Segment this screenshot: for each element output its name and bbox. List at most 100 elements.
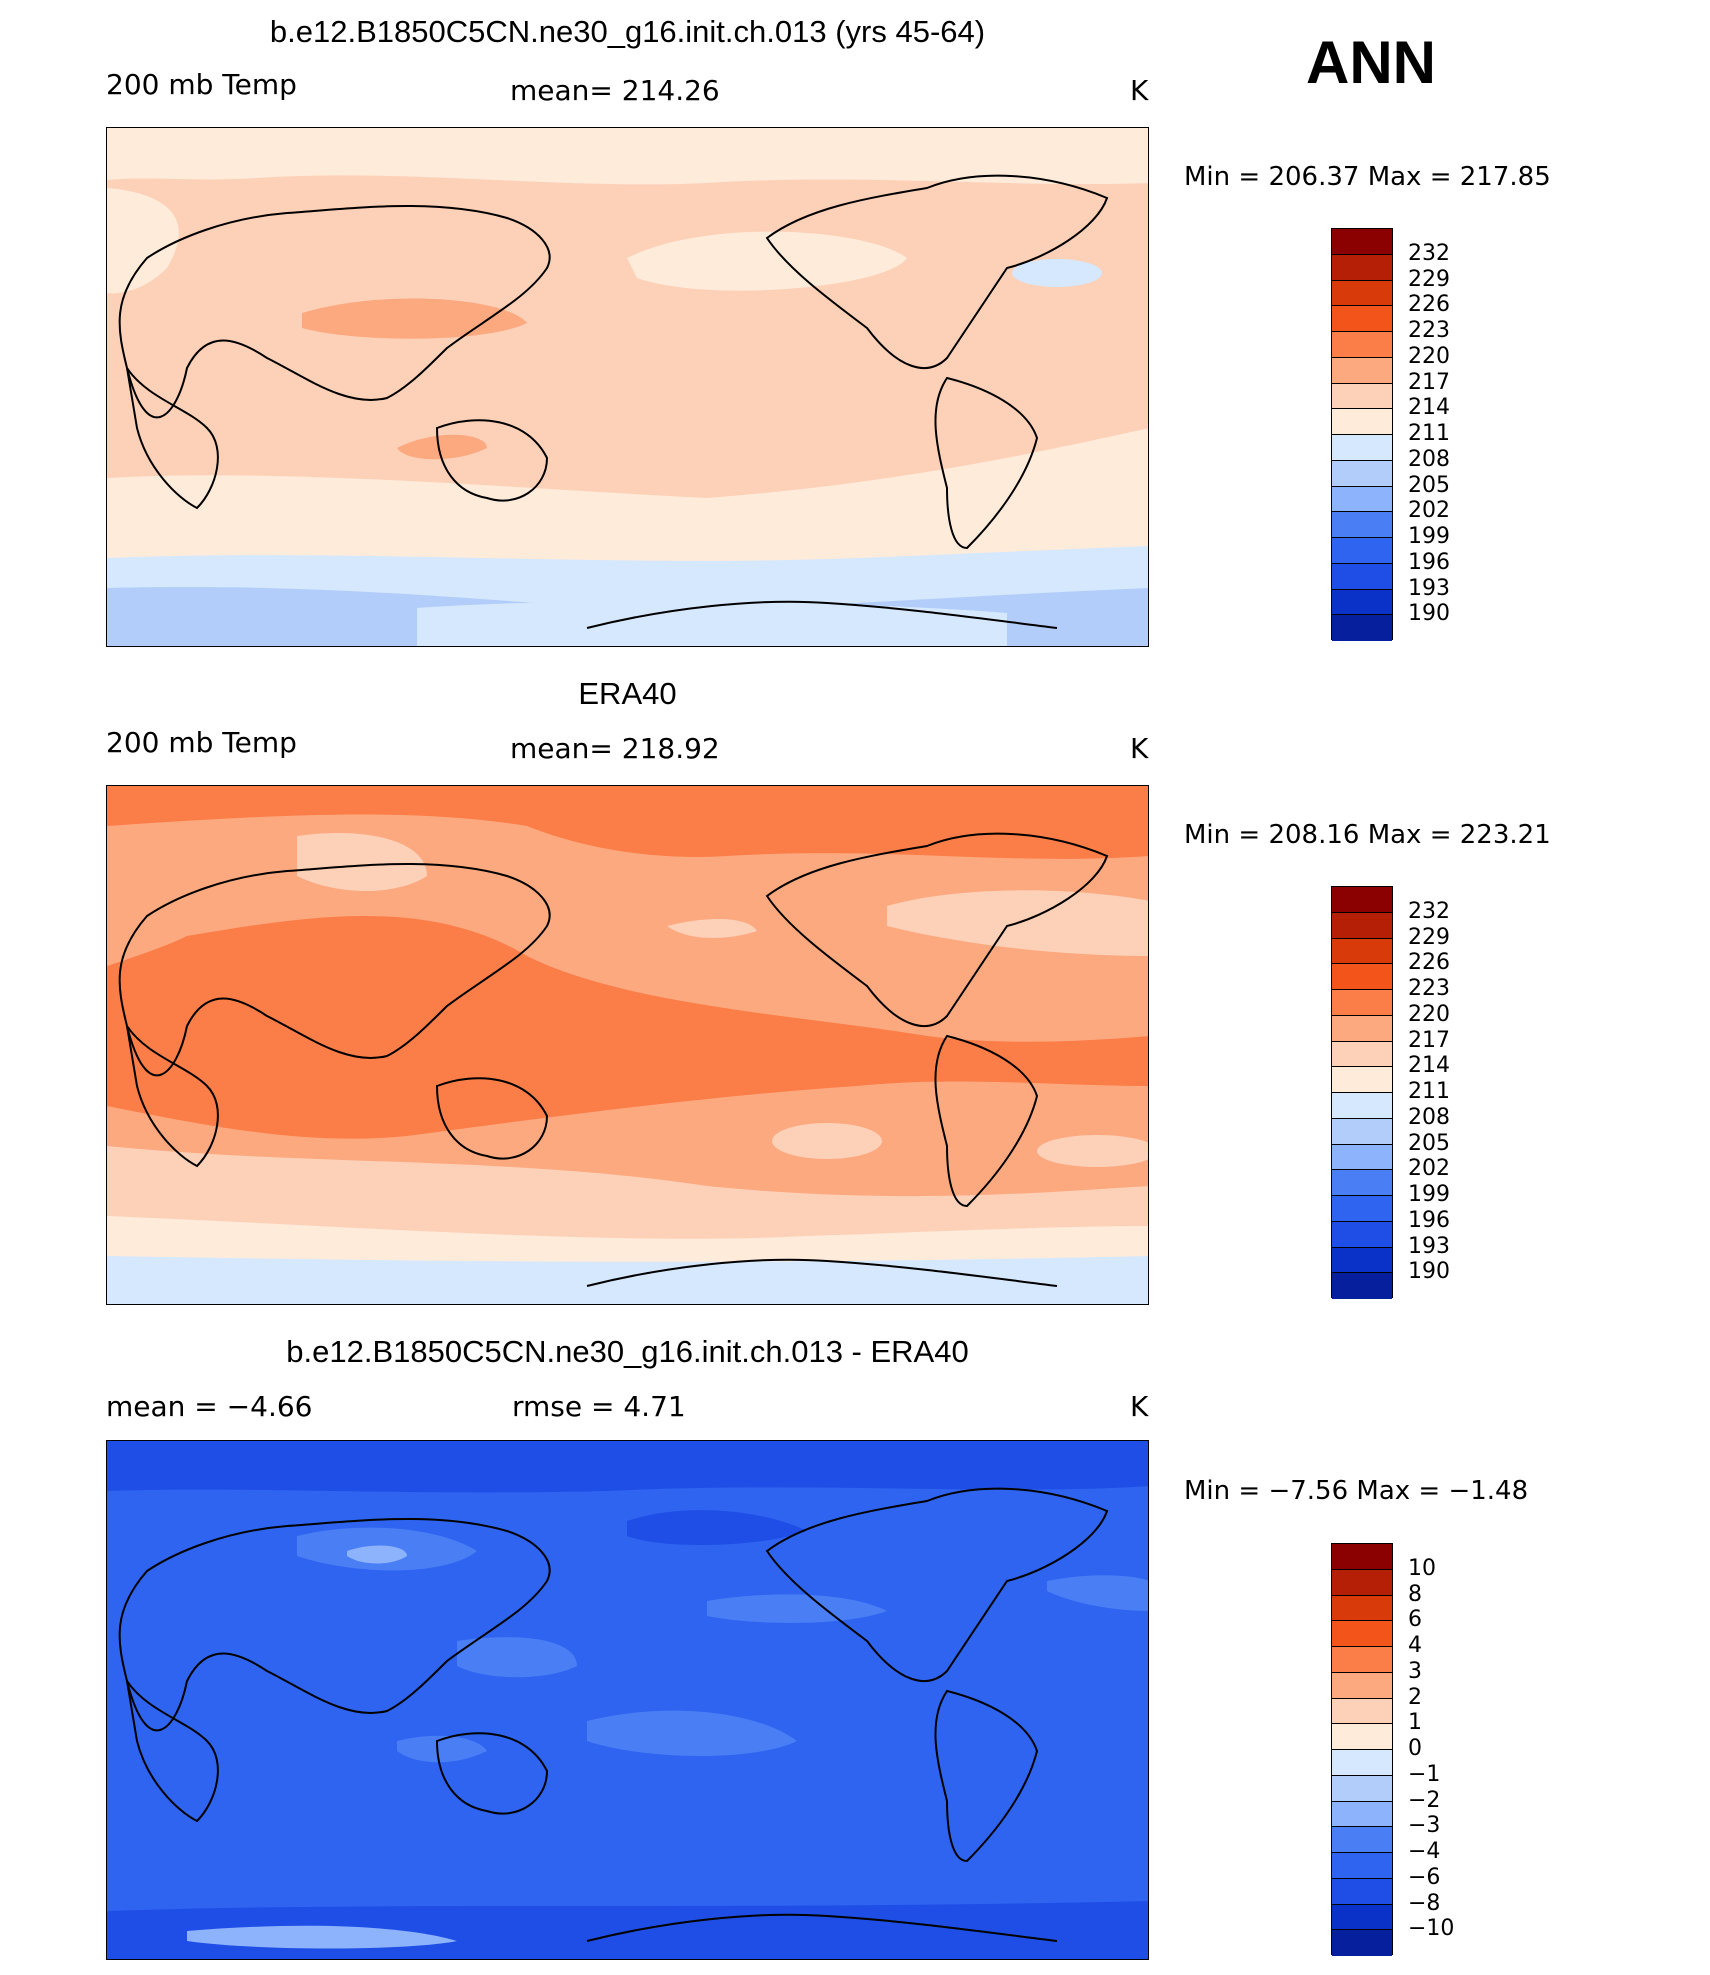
colorbar-level-label: 190	[1408, 601, 1450, 627]
colorbar-swatch	[1332, 615, 1392, 641]
colorbar-swatch	[1332, 964, 1392, 990]
colorbar-swatch	[1332, 1595, 1392, 1622]
colorbar-swatch	[1332, 512, 1392, 538]
colorbar-swatch	[1332, 1724, 1392, 1750]
panel3-mean-label: mean = −4.66	[106, 1390, 313, 1423]
colorbar-swatch	[1332, 1750, 1392, 1776]
panel3-title: b.e12.B1850C5CN.ne30_g16.init.ch.013 - E…	[286, 1334, 969, 1369]
season-label: ANN	[1306, 29, 1436, 96]
colorbar-swatch	[1332, 990, 1392, 1016]
panel3-minmax: Min = −7.56 Max = −1.48	[1184, 1476, 1529, 1506]
colorbar-level-label: 220	[1408, 343, 1450, 369]
colorbar-level-label: 202	[1408, 1156, 1450, 1182]
colorbar-level-label: −4	[1408, 1839, 1441, 1864]
colorbar-level-label: 0	[1408, 1736, 1422, 1761]
panel3-colorbar	[1331, 1543, 1393, 1956]
colorbar-level-label: 1	[1408, 1710, 1422, 1736]
colorbar-level-label: 196	[1408, 549, 1450, 575]
panel2-contour-field	[107, 786, 1148, 1304]
panel2-colorbar	[1331, 886, 1393, 1299]
colorbar-level-label: 8	[1408, 1581, 1422, 1607]
panel3-contour-field	[107, 1441, 1148, 1959]
colorbar-swatch	[1332, 1221, 1392, 1248]
colorbar-level-label: 220	[1408, 1001, 1450, 1027]
panel3-rmse-label: rmse = 4.71	[512, 1390, 686, 1423]
colorbar-level-label: 199	[1408, 524, 1450, 549]
colorbar-level-label: 217	[1408, 369, 1450, 395]
colorbar-level-label: 205	[1408, 1130, 1450, 1156]
colorbar-level-label: 10	[1408, 1555, 1436, 1581]
colorbar-level-label: 232	[1408, 898, 1450, 924]
colorbar-swatch	[1332, 563, 1392, 590]
colorbar-level-label: 190	[1408, 1259, 1450, 1285]
panel2-map	[106, 785, 1149, 1305]
colorbar-level-label: 214	[1408, 395, 1450, 421]
colorbar-level-label: 229	[1408, 266, 1450, 292]
colorbar-level-label: −6	[1408, 1864, 1441, 1890]
panel2-units: K	[1130, 732, 1149, 765]
colorbar-swatch	[1332, 229, 1392, 255]
colorbar-swatch	[1332, 1647, 1392, 1673]
panel1-mean-label: mean= 214.26	[510, 74, 720, 107]
colorbar-swatch	[1332, 1041, 1392, 1068]
colorbar-swatch	[1332, 912, 1392, 939]
colorbar-swatch	[1332, 1067, 1392, 1093]
panel2-mean-label: mean= 218.92	[510, 732, 720, 765]
colorbar-swatch	[1332, 306, 1392, 332]
colorbar-swatch	[1332, 1015, 1392, 1042]
colorbar-level-label: 214	[1408, 1053, 1450, 1079]
colorbar-level-label: 229	[1408, 924, 1450, 950]
colorbar-level-label: 211	[1408, 1079, 1450, 1104]
colorbar-swatch	[1332, 435, 1392, 461]
colorbar-level-label: 6	[1408, 1607, 1422, 1633]
colorbar-swatch	[1332, 938, 1392, 965]
colorbar-swatch	[1332, 280, 1392, 307]
colorbar-level-label: 196	[1408, 1207, 1450, 1233]
colorbar-swatch	[1332, 409, 1392, 435]
panel1-colorbar	[1331, 228, 1393, 641]
colorbar-swatch	[1332, 486, 1392, 513]
colorbar-level-label: −8	[1408, 1890, 1441, 1916]
panel2-title: ERA40	[578, 676, 677, 711]
colorbar-swatch	[1332, 1801, 1392, 1828]
colorbar-swatch	[1332, 460, 1392, 487]
colorbar-level-label: 223	[1408, 976, 1450, 1001]
colorbar-swatch	[1332, 1698, 1392, 1725]
colorbar-swatch	[1332, 887, 1392, 913]
colorbar-level-label: −10	[1408, 1916, 1455, 1942]
colorbar-swatch	[1332, 1904, 1392, 1931]
colorbar-level-label: 3	[1408, 1658, 1422, 1684]
colorbar-swatch	[1332, 1170, 1392, 1196]
panel2-variable-label: 200 mb Temp	[106, 726, 297, 759]
colorbar-swatch	[1332, 357, 1392, 384]
colorbar-swatch	[1332, 1827, 1392, 1853]
panel1-variable-label: 200 mb Temp	[106, 68, 297, 101]
colorbar-level-label: 202	[1408, 498, 1450, 524]
colorbar-swatch	[1332, 538, 1392, 564]
colorbar-level-label: 232	[1408, 240, 1450, 266]
colorbar-swatch	[1332, 1853, 1392, 1879]
panel3-map	[106, 1440, 1149, 1960]
colorbar-swatch	[1332, 1621, 1392, 1647]
colorbar-swatch	[1332, 1144, 1392, 1171]
colorbar-swatch	[1332, 1544, 1392, 1570]
panel1-contour-field	[107, 128, 1148, 646]
colorbar-level-label: 208	[1408, 446, 1450, 472]
colorbar-level-label: 217	[1408, 1027, 1450, 1053]
colorbar-swatch	[1332, 1247, 1392, 1274]
colorbar-swatch	[1332, 254, 1392, 281]
colorbar-level-label: −3	[1408, 1813, 1441, 1839]
panel1-map	[106, 127, 1149, 647]
colorbar-swatch	[1332, 1273, 1392, 1299]
colorbar-swatch	[1332, 1093, 1392, 1119]
panel3-units: K	[1130, 1390, 1149, 1423]
colorbar-swatch	[1332, 589, 1392, 616]
colorbar-level-label: 226	[1408, 950, 1450, 976]
colorbar-level-label: 226	[1408, 292, 1450, 318]
colorbar-swatch	[1332, 1196, 1392, 1222]
colorbar-swatch	[1332, 1878, 1392, 1905]
panel2-minmax: Min = 208.16 Max = 223.21	[1184, 820, 1551, 850]
panel1-minmax: Min = 206.37 Max = 217.85	[1184, 162, 1551, 192]
colorbar-level-label: 205	[1408, 472, 1450, 498]
colorbar-swatch	[1332, 383, 1392, 410]
